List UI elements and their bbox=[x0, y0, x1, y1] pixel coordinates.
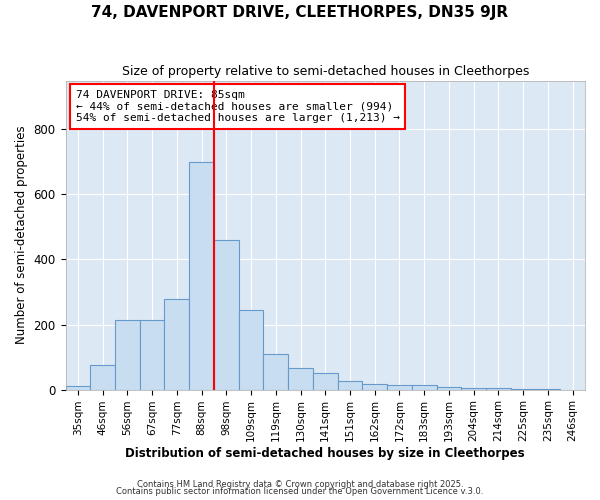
Bar bbox=[387, 384, 412, 390]
Bar bbox=[239, 310, 263, 390]
Text: Contains HM Land Registry data © Crown copyright and database right 2025.: Contains HM Land Registry data © Crown c… bbox=[137, 480, 463, 489]
Title: Size of property relative to semi-detached houses in Cleethorpes: Size of property relative to semi-detach… bbox=[122, 65, 529, 78]
Bar bbox=[189, 162, 214, 390]
Bar bbox=[511, 389, 536, 390]
Bar bbox=[412, 386, 437, 390]
Text: 74, DAVENPORT DRIVE, CLEETHORPES, DN35 9JR: 74, DAVENPORT DRIVE, CLEETHORPES, DN35 9… bbox=[91, 5, 509, 20]
X-axis label: Distribution of semi-detached houses by size in Cleethorpes: Distribution of semi-detached houses by … bbox=[125, 447, 525, 460]
Y-axis label: Number of semi-detached properties: Number of semi-detached properties bbox=[15, 126, 28, 344]
Bar bbox=[338, 381, 362, 390]
Bar bbox=[486, 388, 511, 390]
Text: Contains public sector information licensed under the Open Government Licence v.: Contains public sector information licen… bbox=[116, 488, 484, 496]
Bar bbox=[140, 320, 164, 390]
Bar bbox=[65, 386, 90, 390]
Bar bbox=[164, 298, 189, 390]
Bar bbox=[263, 354, 288, 390]
Bar bbox=[461, 388, 486, 390]
Bar bbox=[437, 387, 461, 390]
Bar bbox=[362, 384, 387, 390]
Bar bbox=[288, 368, 313, 390]
Text: 74 DAVENPORT DRIVE: 85sqm
← 44% of semi-detached houses are smaller (994)
54% of: 74 DAVENPORT DRIVE: 85sqm ← 44% of semi-… bbox=[76, 90, 400, 123]
Bar bbox=[115, 320, 140, 390]
Bar bbox=[313, 372, 338, 390]
Bar bbox=[214, 240, 239, 390]
Bar bbox=[90, 365, 115, 390]
